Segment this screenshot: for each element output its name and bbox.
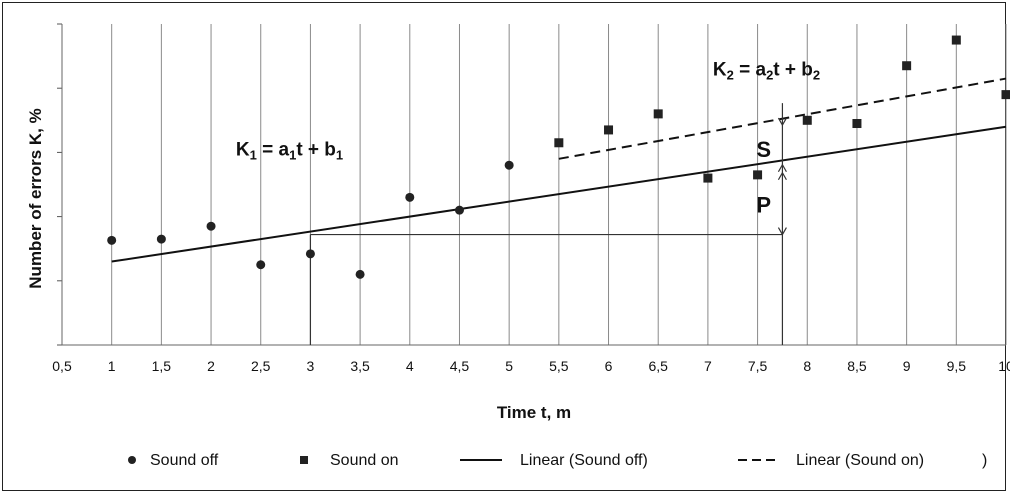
x-tick-label: 7	[704, 358, 712, 374]
x-axis-title: Time t, m	[497, 403, 571, 422]
point-sound-on	[802, 115, 812, 125]
legend-marker-sound-on	[300, 456, 308, 464]
point-sound-off	[454, 205, 464, 215]
x-tick-label: 3	[307, 358, 315, 374]
point-sound-on	[604, 125, 614, 135]
x-tick-label: 1	[108, 358, 116, 374]
point-sound-off	[256, 260, 266, 270]
legend-suffix: )	[982, 452, 987, 469]
point-sound-off	[355, 269, 365, 279]
x-tick-label: 8,5	[847, 358, 867, 374]
y-axis-title: Number of errors K, %	[26, 108, 45, 288]
x-tick-label: 3,5	[350, 358, 370, 374]
x-tick-label: 9,5	[947, 358, 967, 374]
x-tick-label: 6	[605, 358, 613, 374]
p-label: P	[756, 193, 771, 218]
point-sound-off	[206, 221, 216, 231]
tick-labels: 0,5 1 1,5 2 2,5 3 3,5 4 4,5 5 5,5 6 6,5 7 7,5 8 8,5 9 9,5 1…	[52, 358, 1010, 374]
point-sound-off	[305, 249, 315, 259]
legend-label-sound-on: Sound on	[330, 452, 399, 469]
point-sound-on	[554, 138, 564, 148]
grid	[111, 24, 1007, 345]
x-tick-label: 7,5	[748, 358, 768, 374]
equation-k1: K1 = a1t + b1	[236, 140, 343, 163]
legend-label-linear-on: Linear (Sound on)	[796, 452, 924, 469]
s-arrow-bottom	[777, 163, 787, 173]
x-tick-label: 9	[903, 358, 911, 374]
x-tick-label: 0,5	[52, 358, 72, 374]
x-tick-label: 2,5	[251, 358, 271, 374]
data-points	[107, 35, 1010, 279]
x-tick-label: 6,5	[648, 358, 668, 374]
point-sound-off	[405, 192, 415, 202]
point-sound-on	[653, 109, 663, 119]
x-tick-label: 4	[406, 358, 414, 374]
x-tick-label: 2	[207, 358, 215, 374]
axes	[57, 23, 1006, 346]
x-tick-label: 1,5	[152, 358, 172, 374]
x-tick-label: 8	[803, 358, 811, 374]
x-tick-label: 10	[998, 358, 1010, 374]
p-arrow-bottom	[777, 227, 787, 236]
point-sound-on	[902, 61, 912, 71]
point-sound-on	[703, 173, 713, 183]
point-sound-off	[156, 234, 166, 244]
s-arrow-top	[777, 117, 787, 127]
legend: Sound off Sound on Linear (Sound off) Linea…	[128, 452, 987, 469]
p-arrow-top	[777, 171, 787, 181]
point-sound-off	[504, 160, 514, 170]
x-tick-label: 5,5	[549, 358, 569, 374]
legend-label-linear-off: Linear (Sound off)	[520, 452, 648, 469]
s-label: S	[756, 137, 771, 162]
point-sound-on	[1001, 90, 1010, 100]
annotations	[309, 103, 787, 345]
point-sound-on	[951, 35, 961, 45]
point-sound-on	[852, 119, 862, 129]
legend-label-sound-off: Sound off	[150, 452, 219, 469]
x-tick-label: 5	[505, 358, 513, 374]
x-tick-label: 4,5	[450, 358, 470, 374]
equation-k2: K2 = a2t + b2	[713, 59, 820, 82]
legend-marker-sound-off	[128, 456, 136, 464]
point-sound-off	[107, 235, 117, 245]
trendline-sound-off	[111, 125, 1007, 263]
point-sound-on	[753, 170, 763, 180]
chart-text: Time t, m Number of errors K, % S P K1 = a1t…	[26, 59, 820, 422]
